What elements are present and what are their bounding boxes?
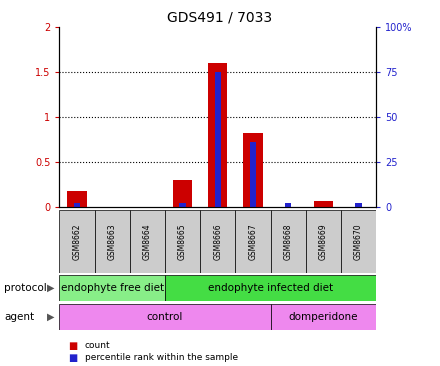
Bar xyxy=(243,133,263,207)
Text: GSM8663: GSM8663 xyxy=(108,223,117,260)
Text: agent: agent xyxy=(4,312,34,322)
Bar xyxy=(180,203,186,207)
Text: GSM8668: GSM8668 xyxy=(284,223,293,260)
Text: GSM8662: GSM8662 xyxy=(73,223,81,260)
Bar xyxy=(165,274,376,301)
Text: ■: ■ xyxy=(68,353,77,363)
Text: protocol: protocol xyxy=(4,283,47,293)
Bar xyxy=(356,203,362,207)
Bar xyxy=(130,210,165,273)
Text: ■: ■ xyxy=(68,341,77,351)
Bar xyxy=(95,210,130,273)
Text: GDS491 / 7033: GDS491 / 7033 xyxy=(168,11,272,25)
Bar xyxy=(67,191,87,207)
Text: GSM8667: GSM8667 xyxy=(249,223,257,260)
Bar xyxy=(74,203,80,207)
Bar xyxy=(173,180,192,207)
Text: endophyte free diet: endophyte free diet xyxy=(61,283,164,293)
Bar xyxy=(306,210,341,273)
Bar xyxy=(314,201,333,207)
Bar xyxy=(215,72,221,207)
Text: domperidone: domperidone xyxy=(289,312,358,322)
Text: GSM8670: GSM8670 xyxy=(354,223,363,260)
Bar xyxy=(285,203,291,207)
Bar xyxy=(271,304,376,330)
Text: GSM8666: GSM8666 xyxy=(213,223,222,260)
Text: GSM8664: GSM8664 xyxy=(143,223,152,260)
Bar xyxy=(250,142,256,207)
Bar xyxy=(59,304,271,330)
Bar xyxy=(271,210,306,273)
Bar xyxy=(208,63,227,207)
Bar xyxy=(200,210,235,273)
Text: endophyte infected diet: endophyte infected diet xyxy=(208,283,333,293)
Bar xyxy=(341,210,376,273)
Bar xyxy=(59,210,95,273)
Text: GSM8669: GSM8669 xyxy=(319,223,328,260)
Bar xyxy=(165,210,200,273)
Bar xyxy=(235,210,271,273)
Text: GSM8665: GSM8665 xyxy=(178,223,187,260)
Bar xyxy=(59,274,165,301)
Text: count: count xyxy=(85,341,110,350)
Text: control: control xyxy=(147,312,183,322)
Text: percentile rank within the sample: percentile rank within the sample xyxy=(85,354,238,362)
Text: ▶: ▶ xyxy=(47,283,55,293)
Text: ▶: ▶ xyxy=(47,312,55,322)
